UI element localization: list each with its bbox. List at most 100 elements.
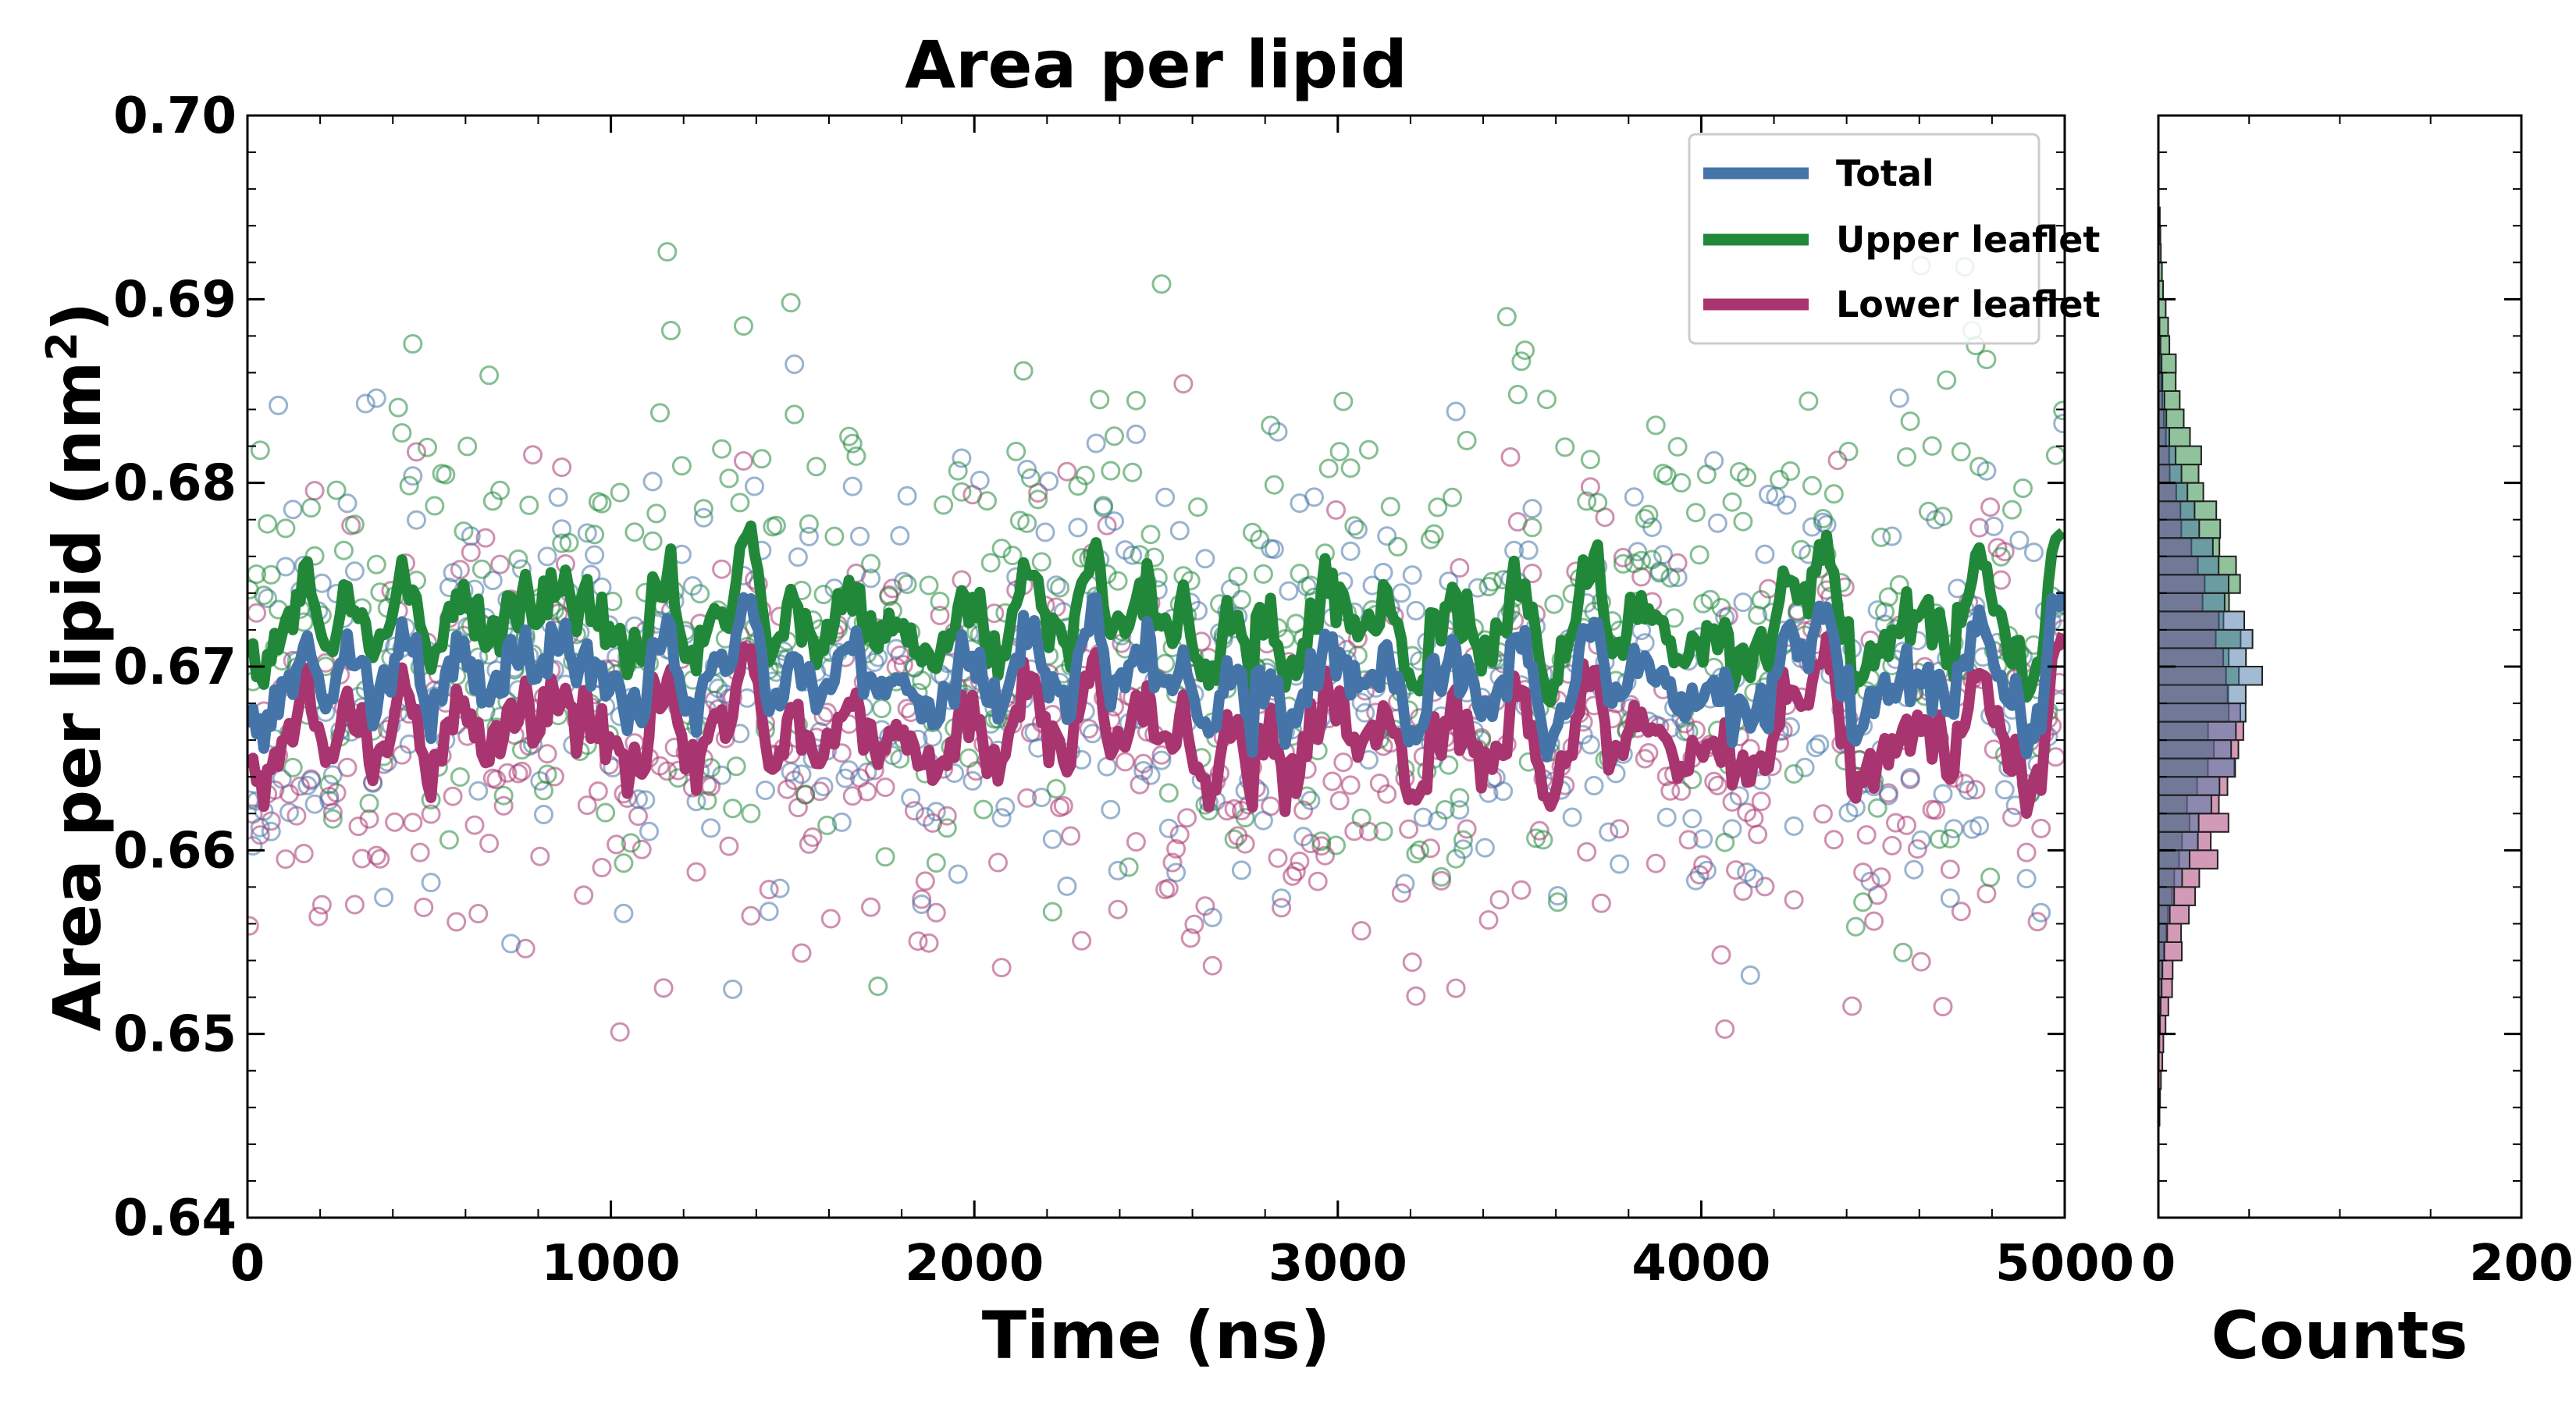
scatter-point [585, 525, 605, 545]
scatter-point [414, 898, 434, 917]
scatter-point [785, 404, 805, 425]
scatter-point [1940, 828, 1960, 848]
scatter-point [1235, 808, 1255, 828]
scatter-point [2009, 530, 2030, 550]
scatter-point [388, 397, 408, 418]
scatter-point [1311, 836, 1332, 856]
scatter-point [1151, 274, 1172, 294]
scatter-point [723, 799, 743, 819]
histogram-bar [2158, 427, 2170, 447]
scatter-point [1101, 461, 1121, 481]
scatter-point [1002, 546, 1023, 566]
scatter-point [1591, 893, 1611, 913]
scatter-point [333, 540, 354, 560]
scatter-point [792, 943, 812, 963]
scatter-point [1726, 860, 1746, 880]
scatter-point [926, 902, 946, 923]
scatter-point [418, 437, 437, 457]
scatter-point [1304, 487, 1324, 507]
histogram-bar [2158, 518, 2201, 539]
scatter-point [1577, 491, 1597, 511]
scatter-point [1108, 860, 1128, 880]
scatter-point [653, 978, 674, 998]
scatter-point [1613, 553, 1633, 574]
scatter-point [1555, 437, 1575, 457]
scatter-point [1631, 550, 1652, 571]
scatter-point [1897, 447, 1916, 467]
scatter-point [447, 912, 467, 932]
hist-x-tick-label: 200 [2469, 1235, 2574, 1293]
scatter-point [366, 554, 386, 574]
scatter-point [359, 793, 379, 813]
scatter-point [1090, 389, 1110, 410]
scatter-point [1653, 545, 1673, 565]
scatter-point [1646, 415, 1666, 436]
scatter-point [915, 871, 935, 891]
scatter-point [628, 789, 648, 809]
scatter-point [1013, 361, 1034, 381]
scatter-point [1235, 834, 1255, 854]
scatter-point [1158, 878, 1179, 898]
y-tick-label: 0.64 [113, 1190, 237, 1247]
scatter-point [642, 531, 663, 551]
scatter-point [1344, 516, 1364, 536]
scatter-point [1042, 829, 1062, 849]
scatter-point [1290, 852, 1310, 871]
histogram-bar [2158, 757, 2236, 778]
scatter-point [1951, 902, 1971, 922]
scatter-point [817, 815, 838, 835]
scatter-point [1809, 734, 1830, 754]
x-tick-label: 1000 [542, 1235, 681, 1293]
scatter-point [530, 846, 550, 866]
hist-x-tick-label: 0 [2141, 1235, 2176, 1293]
scatter-point [283, 500, 303, 520]
scatter-point [308, 906, 329, 927]
scatter-point [322, 809, 343, 829]
scatter-point [1940, 888, 1960, 909]
scatter-point [443, 563, 463, 583]
scatter-point [1624, 487, 1644, 507]
scatter-point [1696, 464, 1717, 485]
scatter-point [1781, 461, 1800, 481]
scatter-point [930, 606, 950, 625]
scatter-point [319, 774, 340, 795]
histogram-plot: 0 200 Counts [2141, 114, 2574, 1374]
scatter-point [1195, 549, 1215, 569]
scatter-point [734, 316, 753, 336]
scatter-point [1667, 436, 1688, 457]
scatter-point [1293, 800, 1314, 820]
scatter-point [1290, 564, 1310, 584]
scatter-point [1446, 401, 1466, 422]
scatter-point [937, 806, 957, 826]
scatter-point [1446, 978, 1466, 998]
y-tick-label: 0.65 [113, 1006, 237, 1064]
scatter-point [937, 818, 957, 838]
scatter-point [1220, 579, 1240, 599]
scatter-point [1450, 558, 1470, 578]
scatter-point [370, 582, 390, 603]
scatter-point [1867, 798, 1888, 818]
scatter-point [719, 836, 739, 856]
scatter-point [322, 765, 343, 785]
scatter-point [592, 493, 612, 514]
scatter-point [1860, 871, 1880, 891]
histogram-bar [2158, 867, 2183, 888]
scatter-point [792, 764, 812, 784]
scatter-point [301, 770, 321, 791]
scatter-point [1450, 788, 1470, 808]
scatter-point [1610, 854, 1630, 874]
scatter-point [1333, 752, 1354, 773]
scatter-point [610, 482, 630, 503]
scatter-point [912, 895, 932, 914]
scatter-point [842, 433, 863, 454]
scatter-point [1940, 859, 1960, 880]
scatter-point [788, 547, 808, 567]
scatter-point [1351, 692, 1372, 713]
scatter-point [508, 549, 528, 569]
scatter-point [1737, 468, 1757, 488]
scatter-point [1395, 873, 1415, 894]
scatter-point [512, 761, 532, 781]
scatter-point [276, 518, 296, 539]
scatter-point [799, 526, 819, 546]
scatter-point [861, 897, 881, 917]
